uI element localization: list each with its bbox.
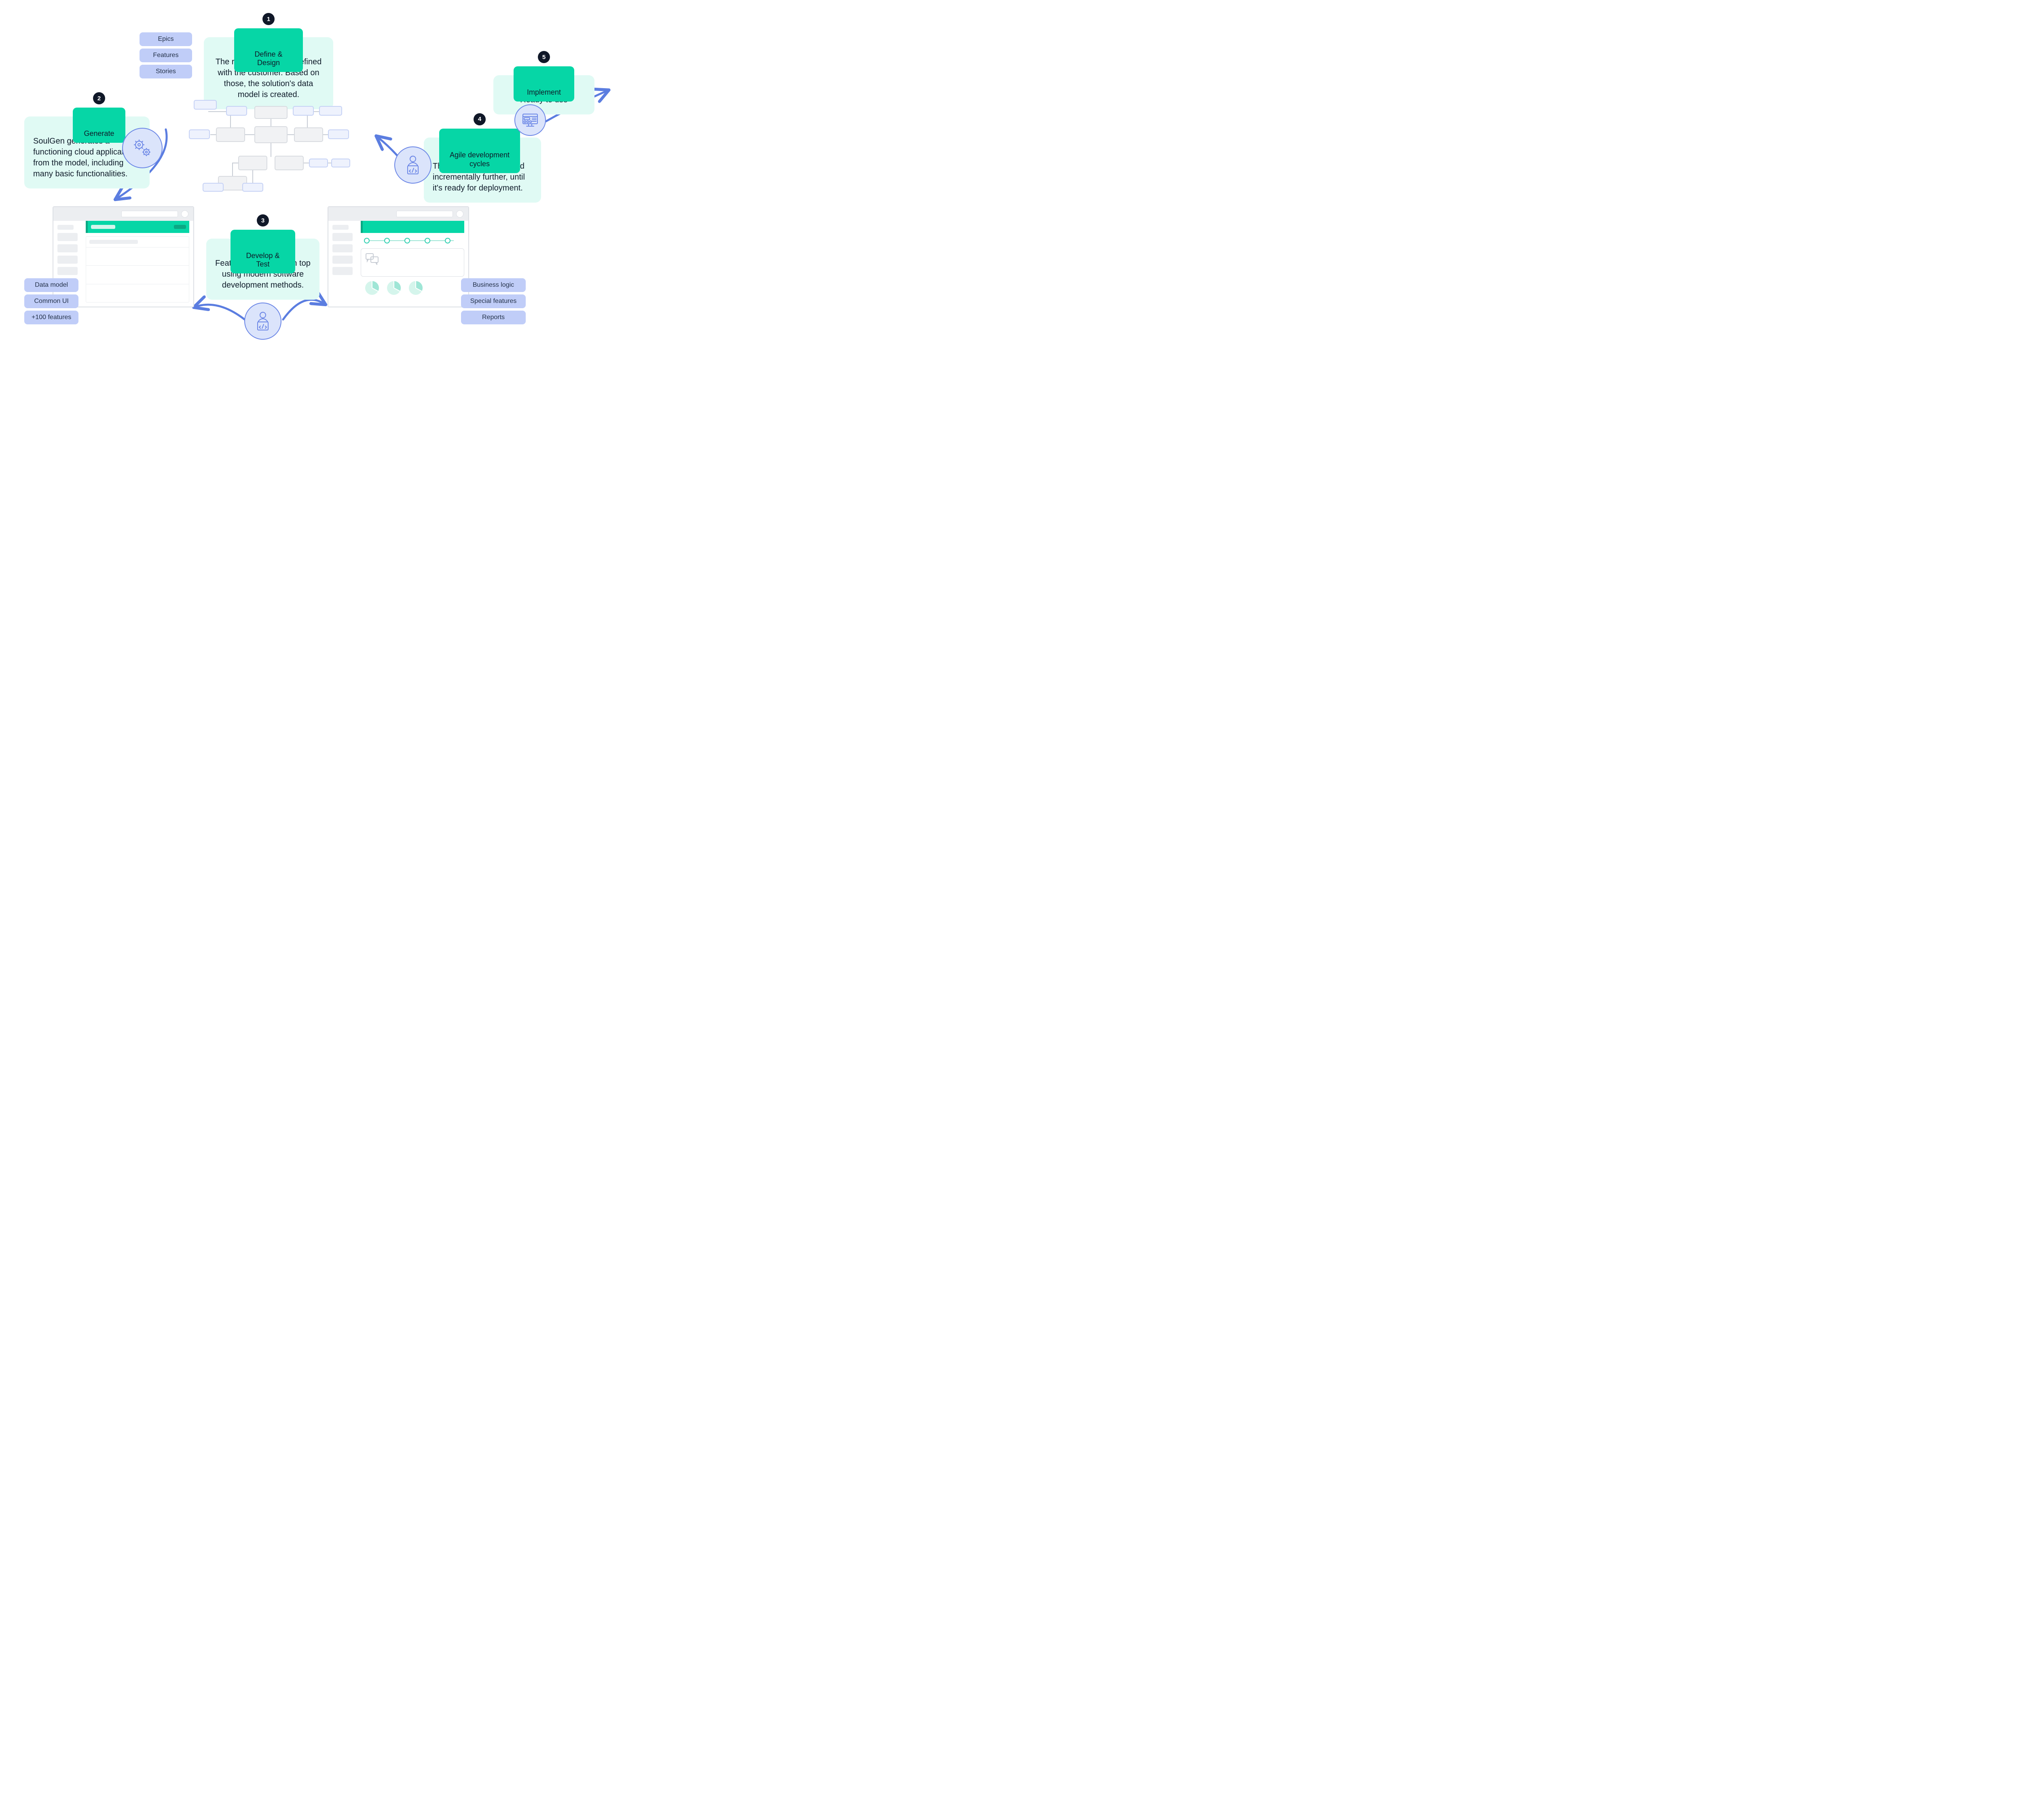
stage-agile-badge: 4 [474, 113, 486, 125]
stage-agile-title-text: Agile development cycles [450, 151, 510, 168]
developer-icon [252, 310, 274, 332]
stage-implement-title: 5 Implement [514, 66, 574, 102]
stage-define-badge: 1 [262, 13, 275, 25]
tag-reports: Reports [461, 311, 526, 324]
stage-define-num: 1 [267, 16, 270, 23]
tag-col-generate: Data model Common UI +100 features [24, 278, 78, 324]
tag-common-ui: Common UI [24, 294, 78, 308]
stage-agile-title: 4 Agile development cycles [439, 129, 520, 173]
process-stepper-icon [361, 236, 458, 245]
stage-develop-badge: 3 [257, 214, 269, 226]
stage-implement-num: 5 [542, 54, 546, 61]
tag-data-model: Data model [24, 278, 78, 292]
stage-implement-title-text: Implement [527, 88, 561, 96]
developer-icon [402, 154, 424, 176]
stage-generate-title-text: Generate [84, 129, 114, 138]
tag-special-features: Special features [461, 294, 526, 308]
tag-100-features: +100 features [24, 311, 78, 324]
stage-generate-num: 2 [97, 95, 101, 102]
tag-col-define: Epics Features Stories [140, 32, 192, 78]
stage-implement: 5 Implement Ready to use [493, 75, 594, 114]
stage-develop-title: 3 Develop & Test [231, 230, 295, 273]
tag-col-develop: Business logic Special features Reports [461, 278, 526, 324]
stage-develop-title-text: Develop & Test [246, 252, 279, 268]
stage-agile-num: 4 [478, 116, 481, 123]
stage-define-title-text: Define & Design [254, 50, 282, 67]
stage-generate-title: 2 Generate [73, 108, 125, 143]
monitor-icon [521, 111, 539, 129]
stage-agile: 4 Agile development cycles The solution … [424, 138, 541, 203]
tag-business-logic: Business logic [461, 278, 526, 292]
stage-implement-badge: 5 [538, 51, 550, 63]
tag-features: Features [140, 49, 192, 62]
gears-circle [122, 128, 163, 168]
mock-window-developed [328, 206, 469, 307]
stage-develop-num: 3 [261, 217, 264, 224]
pie-chart-icon [386, 280, 402, 296]
gears-icon [130, 136, 154, 160]
chat-bubble-icon [365, 253, 379, 265]
data-model-diagram [186, 96, 356, 201]
tag-stories: Stories [140, 65, 192, 78]
developer-circle-1 [244, 303, 281, 340]
tag-epics: Epics [140, 32, 192, 46]
stage-generate-badge: 2 [93, 92, 105, 104]
monitor-circle [514, 104, 546, 136]
pie-chart-icon [364, 280, 380, 296]
developer-circle-2 [394, 146, 431, 184]
pie-chart-icon [408, 280, 424, 296]
stage-develop: 3 Develop & Test Features are added on t… [206, 239, 319, 300]
stage-define-title: 1 Define & Design [234, 28, 303, 72]
